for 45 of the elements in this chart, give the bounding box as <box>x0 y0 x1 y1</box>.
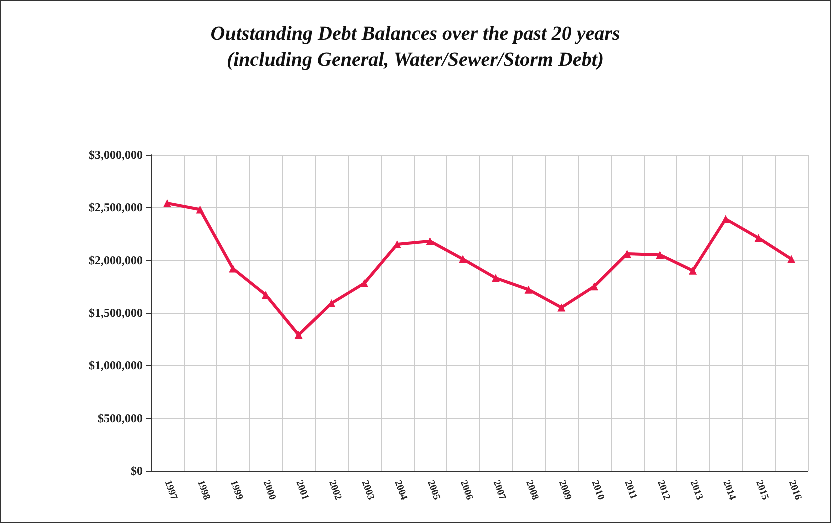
x-tick-label: 2005 <box>425 479 442 502</box>
y-tick-label: $1,000,000 <box>89 358 143 373</box>
x-tick-label: 2010 <box>589 479 606 502</box>
point <box>558 304 566 312</box>
y-tick-label: $0 <box>131 464 143 478</box>
x-tick-label: 2012 <box>655 479 672 502</box>
x-tick-label: 2013 <box>688 479 706 502</box>
point <box>788 255 796 264</box>
x-tick-label: 1997 <box>162 479 180 502</box>
x-tick-label: 2002 <box>326 479 344 502</box>
x-tick-label: 1998 <box>195 479 212 502</box>
y-tick-label: $1,500,000 <box>89 306 143 320</box>
x-tick-label: 2016 <box>786 479 804 502</box>
x-tick-label: 2015 <box>754 479 771 502</box>
y-tick-label: $500,000 <box>98 411 143 426</box>
point <box>524 286 533 294</box>
x-tick-label: 2011 <box>622 479 640 502</box>
chart-title: Outstanding Debt Balances over the past 20 years <box>210 23 620 45</box>
point <box>163 199 172 208</box>
point <box>426 237 434 246</box>
x-tick-label: 2007 <box>490 479 508 502</box>
x-tick-label: 2008 <box>524 479 541 502</box>
point <box>294 331 303 340</box>
x-tick-label: 2009 <box>556 479 574 502</box>
point <box>689 266 698 275</box>
y-tick-label: $2,000,000 <box>89 253 143 268</box>
point <box>722 215 730 224</box>
x-tick-label: 1999 <box>228 479 246 502</box>
y-tick-label: $2,500,000 <box>89 200 143 215</box>
point <box>360 280 369 288</box>
x-tick-label: 2006 <box>458 479 476 502</box>
point <box>754 234 763 242</box>
point <box>262 291 270 300</box>
y-tick-label: $3,000,000 <box>89 148 143 162</box>
x-tick-label: 2004 <box>392 479 410 502</box>
x-tick-label: 2003 <box>359 479 377 502</box>
point <box>656 251 664 260</box>
chart-subtitle: (including General, Water/Sewer/Storm Debt) <box>226 49 604 71</box>
point <box>492 274 500 282</box>
point <box>196 206 204 214</box>
point <box>590 282 598 291</box>
x-tick-label: 2000 <box>260 479 278 502</box>
x-tick-label: 2014 <box>720 479 738 502</box>
point <box>459 255 468 264</box>
x-tick-label: 2001 <box>294 479 311 502</box>
